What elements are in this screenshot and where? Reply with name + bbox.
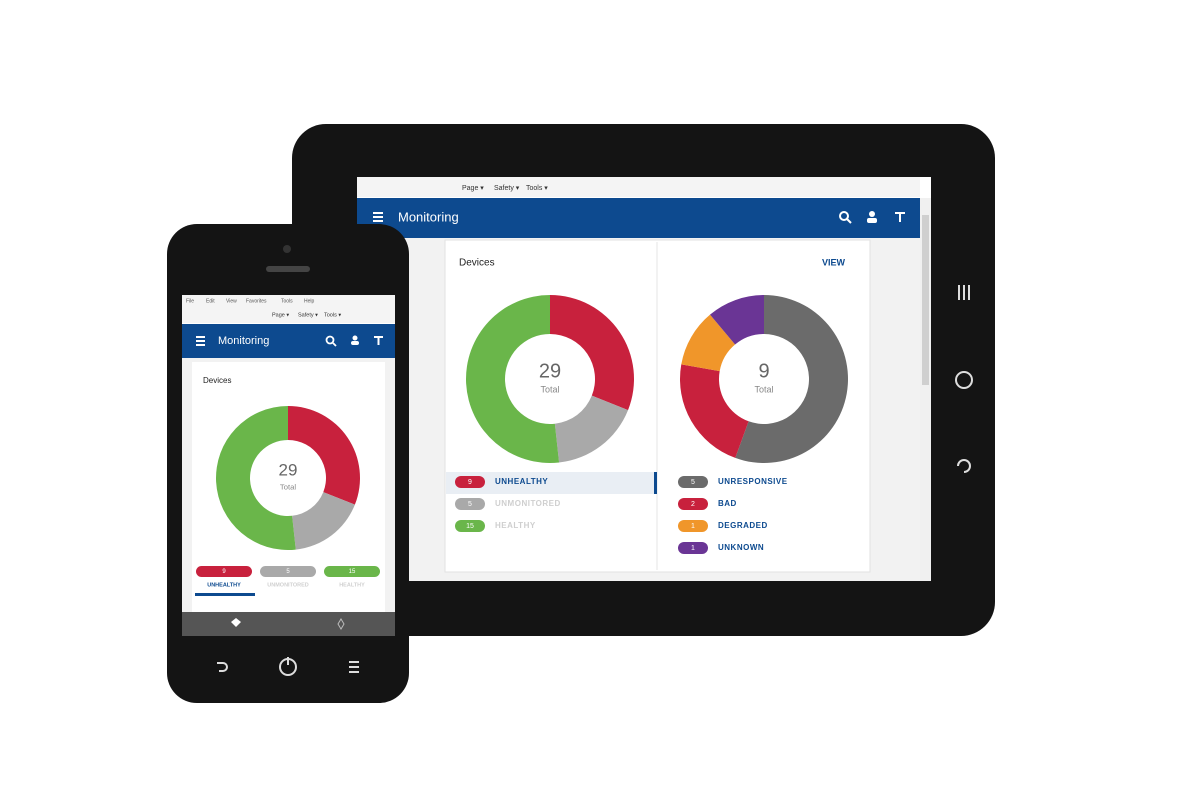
tab-count: 5 <box>286 569 290 575</box>
legend-count: 5 <box>468 501 472 508</box>
panel-title: Devices <box>459 258 495 269</box>
donut-segment <box>466 295 560 463</box>
toolbar-item[interactable]: Tools ▾ <box>324 312 341 318</box>
app-title: Monitoring <box>398 209 459 224</box>
tablet-buttons <box>955 285 973 473</box>
donut-total-label: Total <box>280 482 296 491</box>
phone-speaker <box>266 266 310 272</box>
legend-pill <box>455 520 485 532</box>
phone-toolbar <box>182 295 395 323</box>
legend-count: 1 <box>691 545 695 552</box>
phone-header-icons <box>196 335 383 347</box>
donut-total: 9 <box>758 360 769 382</box>
view-link[interactable]: VIEW <box>822 257 846 267</box>
legend-label[interactable]: UNMONITORED <box>495 499 561 508</box>
toolbar-item[interactable]: Page ▾ <box>272 312 289 318</box>
donut-segment <box>216 406 296 550</box>
menu-item[interactable]: Favorites <box>246 298 267 304</box>
toolbar-item[interactable]: Page ▾ <box>462 185 484 192</box>
menu-item[interactable]: Edit <box>206 298 215 304</box>
menu-item[interactable]: View <box>226 298 237 304</box>
donut-segment <box>710 295 764 345</box>
legend-pill <box>455 476 485 488</box>
toolbar-item[interactable]: Safety ▾ <box>298 312 318 318</box>
donut-total-label: Total <box>754 384 773 394</box>
donut-segment <box>288 406 360 505</box>
legend-count: 5 <box>691 479 695 486</box>
legend-pill <box>678 498 708 510</box>
phone-camera <box>283 245 291 253</box>
legend-label[interactable]: UNRESPONSIVE <box>718 477 788 486</box>
legend-label[interactable]: HEALTHY <box>495 521 536 530</box>
legend-label[interactable]: DEGRADED <box>718 521 768 530</box>
legend-count: 15 <box>466 523 474 530</box>
donut-total-label: Total <box>540 384 559 394</box>
legend-pill <box>678 476 708 488</box>
donut-segment <box>681 314 736 372</box>
legend-pill <box>678 520 708 532</box>
donut-total: 29 <box>279 460 298 479</box>
donut-segment <box>292 492 355 550</box>
donut-segment <box>735 295 849 463</box>
tab-pill[interactable] <box>324 566 380 577</box>
legend-label[interactable]: UNHEALTHY <box>495 477 548 486</box>
phone-bottom-nav[interactable] <box>182 612 395 636</box>
selected-row[interactable] <box>446 472 656 494</box>
tab-pill[interactable] <box>196 566 252 577</box>
donut-segment <box>679 364 749 458</box>
legend-pill <box>678 542 708 554</box>
tab-label[interactable]: HEALTHY <box>339 582 365 588</box>
tablet-header-icons <box>373 211 905 224</box>
phone-app-header <box>182 324 395 358</box>
legend-pill <box>455 498 485 510</box>
panel-title: Devices <box>203 376 231 385</box>
menu-item[interactable]: File <box>186 298 194 304</box>
phone-nav-icons <box>231 618 345 630</box>
tab-pill[interactable] <box>260 566 316 577</box>
donut-total: 29 <box>539 360 561 382</box>
donut-segment <box>554 395 629 463</box>
tablet-toolbar <box>357 177 920 197</box>
donut-segment <box>550 295 634 411</box>
tablet-app-header <box>357 198 920 238</box>
tablet-scrollbar <box>920 198 931 581</box>
legend-count: 2 <box>691 501 695 508</box>
tab-count: 15 <box>349 569 356 575</box>
app-title: Monitoring <box>218 335 269 347</box>
tablet-scroll-thumb <box>922 215 929 385</box>
toolbar-item[interactable]: Tools ▾ <box>526 185 548 192</box>
tab-label[interactable]: UNHEALTHY <box>207 582 241 588</box>
legend-count: 1 <box>691 523 695 530</box>
legend-label[interactable]: UNKNOWN <box>718 543 764 552</box>
selected-marker <box>654 472 657 494</box>
menu-item[interactable]: Tools <box>281 298 293 304</box>
tab-label[interactable]: UNMONITORED <box>267 582 308 588</box>
phone-tab-underline <box>195 593 255 596</box>
toolbar-item[interactable]: Safety ▾ <box>494 185 520 192</box>
phone-buttons <box>217 657 359 676</box>
legend-label[interactable]: BAD <box>718 499 737 508</box>
menu-item[interactable]: Help <box>304 298 315 304</box>
tab-count: 9 <box>222 569 226 575</box>
legend-count: 9 <box>468 479 472 486</box>
